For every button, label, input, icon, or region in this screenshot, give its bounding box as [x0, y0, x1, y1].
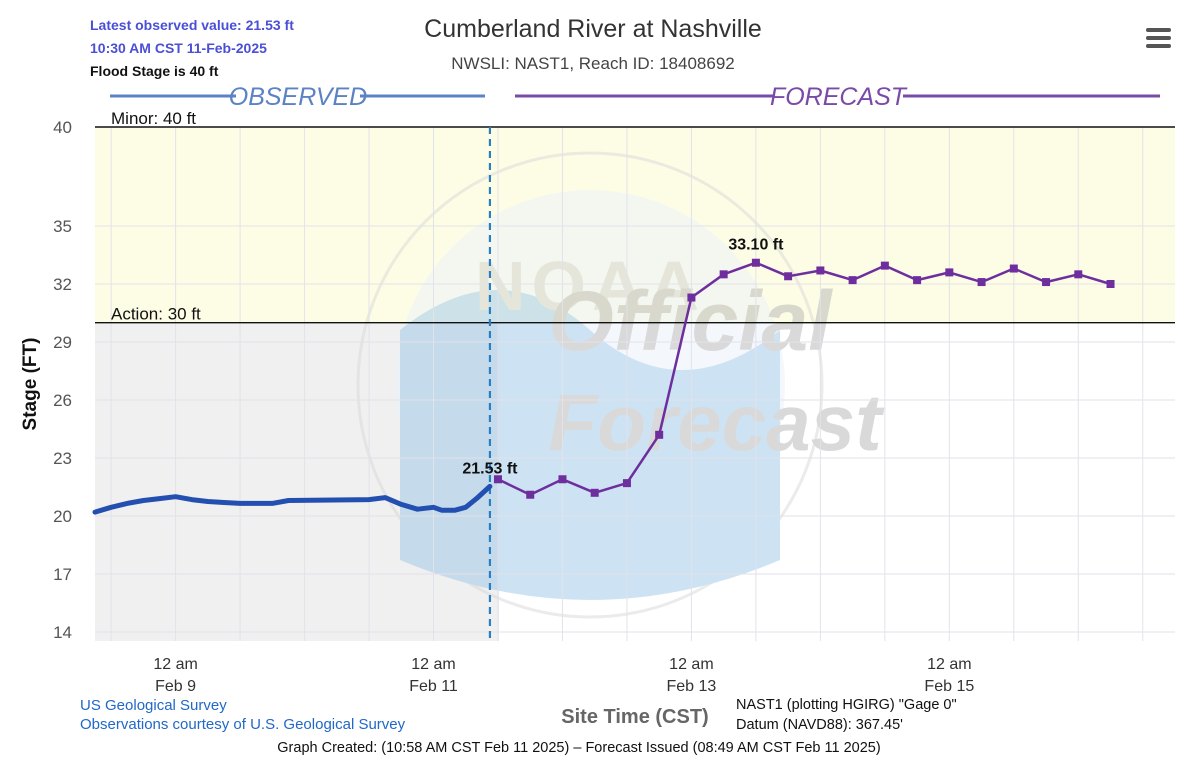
y-tick-label: 23 [53, 449, 72, 468]
datum-line-1: NAST1 (plotting HGIRG) "Gage 0" [736, 697, 957, 713]
watermark-noaa-text: NOAA [475, 247, 705, 325]
forecast-point [784, 272, 793, 281]
y-tick-label: 32 [53, 275, 72, 294]
usgs-courtesy-link[interactable]: Observations courtesy of U.S. Geological… [80, 716, 406, 733]
forecast-point [526, 490, 535, 499]
y-tick-label: 14 [53, 623, 72, 642]
latest-observed-time: 10:30 AM CST 11-Feb-2025 [90, 40, 267, 56]
threshold-lines: Minor: 40 ft Action: 30 ft [95, 109, 1175, 324]
forecast-point [719, 270, 728, 279]
forecast-band: FORECAST [515, 83, 1160, 111]
forecast-point [816, 266, 825, 275]
data-annotations: 21.53 ft 33.10 ft [462, 237, 784, 478]
forecast-point [945, 268, 954, 277]
latest-observed-value: Latest observed value: 21.53 ft [90, 17, 294, 33]
observed-band-label: OBSERVED [229, 83, 367, 111]
forecast-point [1042, 278, 1051, 287]
forecast-point [913, 276, 922, 285]
flood-stage-note: Flood Stage is 40 ft [90, 63, 219, 79]
noaa-seal-wave [400, 290, 780, 600]
y-tick-label: 20 [53, 507, 72, 526]
x-tick-date: Feb 11 [409, 678, 458, 695]
forecast-point [880, 261, 889, 270]
forecast-point [977, 278, 986, 287]
x-axis-ticks: 12 am Feb 9 12 am Feb 11 12 am Feb 13 12 am Feb… [153, 656, 974, 695]
graph-created-note: Graph Created: (10:58 AM CST Feb 11 2025… [277, 740, 881, 756]
forecast-point [1106, 280, 1115, 288]
y-axis-ticks: 14 17 20 23 26 29 32 35 40 [53, 118, 72, 642]
watermark-forecast-text: Forecast [548, 378, 885, 467]
data-label: 33.10 ft [728, 237, 784, 254]
x-axis-title: Site Time (CST) [561, 706, 708, 728]
forecast-point [1009, 264, 1018, 273]
y-tick-label: 17 [53, 565, 72, 584]
menu-bar-top [1146, 28, 1171, 32]
forecast-series-line [497, 261, 1111, 496]
hamburger-menu-icon[interactable] [1146, 26, 1171, 48]
x-tick-date: Feb 15 [924, 678, 974, 695]
x-tick-time: 12 am [927, 656, 971, 673]
y-tick-label: 29 [53, 333, 72, 352]
observed-band: OBSERVED [110, 83, 485, 111]
threshold-label-minor: Minor: 40 ft [111, 109, 196, 128]
data-series [92, 258, 1115, 515]
noaa-watermark: NOAA Official Forecast [356, 151, 885, 619]
x-tick-time: 12 am [669, 656, 713, 673]
forecast-point [687, 293, 696, 302]
menu-bar-middle [1146, 36, 1171, 40]
datum-line-2: Datum (NAVD88): 367.45' [736, 717, 903, 733]
menu-bar-bottom [1146, 44, 1171, 48]
x-tick-time: 12 am [411, 656, 455, 673]
y-tick-label: 35 [53, 217, 72, 236]
forecast-point [558, 475, 567, 484]
forecast-band-label: FORECAST [770, 83, 908, 111]
forecast-point [590, 488, 599, 497]
y-axis-title: Stage (FT) [20, 338, 41, 431]
x-tick-date: Feb 9 [155, 678, 196, 695]
forecast-point [655, 430, 664, 439]
data-label: 21.53 ft [462, 460, 518, 477]
observed-series-line [92, 483, 493, 515]
y-tick-label: 40 [53, 118, 72, 137]
forecast-point [1074, 270, 1083, 279]
x-tick-date: Feb 13 [667, 678, 717, 695]
usgs-source-link[interactable]: US Geological Survey [80, 697, 227, 714]
chart-subtitle: NWSLI: NAST1, Reach ID: 18408692 [451, 54, 735, 73]
threshold-label-action: Action: 30 ft [111, 305, 201, 324]
forecast-point [622, 479, 631, 488]
forecast-point [751, 258, 760, 267]
watermark-official-text: Official [548, 274, 833, 368]
chart-title: Cumberland River at Nashville [424, 15, 762, 43]
forecast-point [493, 475, 502, 484]
noaa-seal-outer [356, 151, 824, 619]
y-tick-label: 26 [53, 391, 72, 410]
forecast-point [848, 276, 857, 285]
x-tick-time: 12 am [153, 656, 197, 673]
